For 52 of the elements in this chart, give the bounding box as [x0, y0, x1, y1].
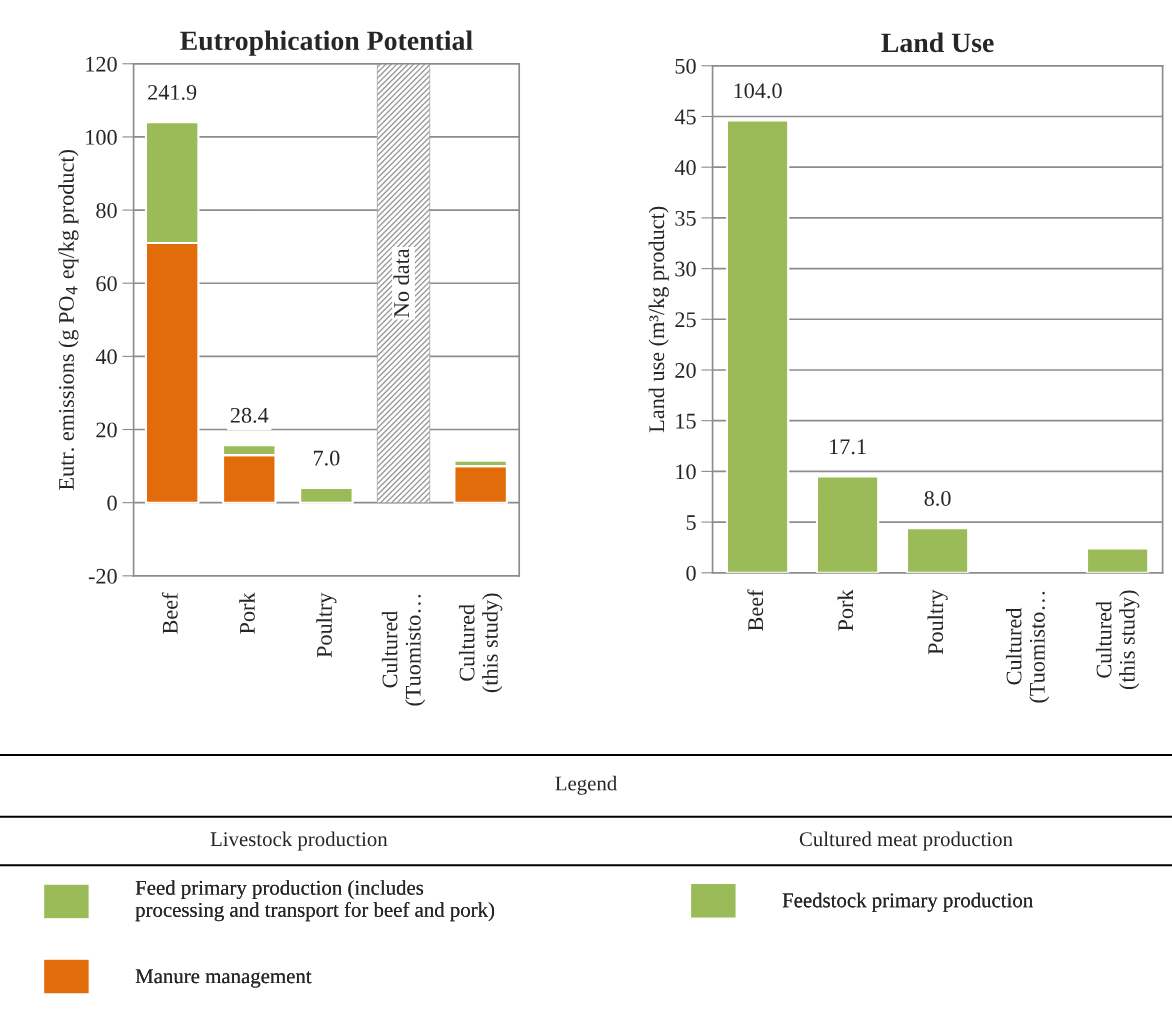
y-tick-label: 100: [86, 129, 117, 145]
text: 104.0: [734, 83, 782, 99]
x-tick-label: Cultured (Tuomisto…: [1005, 591, 1050, 703]
y-tick-label: 0: [686, 565, 696, 581]
x-tick-label: Cultured (this study): [1095, 590, 1140, 690]
y-axis-title: Eutr. emissions (g PO$_{4}$ eq/kg product): [58, 150, 79, 490]
y-tick-label: 120: [86, 56, 117, 72]
x-tick-label: Beef: [747, 589, 764, 631]
y-axis-title: Land use (m³/kg product): [648, 206, 669, 433]
text: Cultured meat production: [799, 831, 1013, 851]
text: Livestock production: [210, 831, 388, 851]
y-tick-label: 60: [96, 276, 117, 292]
bar: [905, 527, 970, 573]
legend-label: Feed primary production (includes processing and transport for beef and pork): [135, 880, 495, 922]
y-tick-label: -20: [88, 568, 117, 584]
bar: [725, 119, 790, 573]
y-tick-label: 30: [675, 261, 696, 277]
chart-title: Land Use: [881, 32, 994, 53]
x-tick-label: Pork: [239, 592, 255, 634]
text: 17.1: [830, 439, 866, 455]
bar: [1085, 547, 1150, 573]
y-tick-label: 20: [675, 362, 696, 378]
x-tick-label: Pork: [837, 589, 854, 631]
text: 8.0: [924, 490, 951, 507]
chart-title: Eutrophication Potential: [180, 30, 473, 56]
y-tick-label: 80: [96, 202, 117, 218]
x-tick-label: Beef: [161, 592, 178, 634]
x-tick-label: Poultry: [316, 592, 337, 658]
y-tick-label: 50: [675, 58, 696, 74]
x-tick-label: Cultured (Tuomisto…: [381, 594, 426, 706]
y-tick-label: 15: [676, 413, 696, 429]
y-tick-label: 20: [96, 422, 117, 438]
bar: [299, 487, 354, 504]
y-tick-label: 40: [674, 160, 696, 176]
y-tick-label: 0: [107, 495, 117, 511]
bar: [376, 63, 431, 504]
annotation: No data: [393, 248, 410, 318]
legend-title: Legend: [555, 775, 617, 795]
y-tick-label: 25: [675, 312, 696, 328]
x-tick-label: Cultured (this study): [458, 593, 503, 693]
y-tick-label: 10: [676, 464, 696, 480]
x-tick-label: Poultry: [927, 589, 948, 655]
bar: [815, 475, 880, 573]
y-tick-label: 5: [686, 515, 696, 531]
text: 7.0: [313, 450, 340, 466]
text: 241.9: [148, 84, 197, 100]
legend-label: Feedstock primary production: [782, 892, 1033, 912]
y-tick-label: 35: [675, 210, 696, 226]
text: 28.4: [230, 407, 269, 423]
y-tick-label: 45: [674, 109, 696, 125]
legend-label: Manure management: [135, 969, 312, 988]
y-tick-label: 40: [95, 349, 117, 365]
